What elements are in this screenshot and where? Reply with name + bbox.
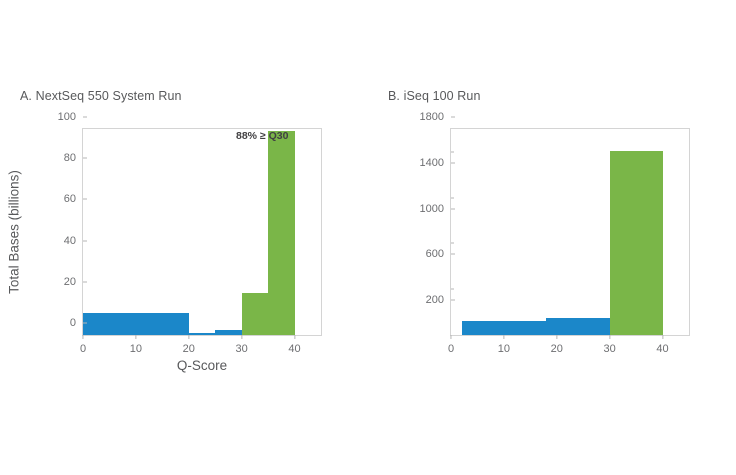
x-axis-tick: 40: [656, 335, 669, 355]
bar: [241, 292, 269, 335]
y-axis-tick: 0: [70, 317, 87, 329]
tick-mark: [450, 335, 452, 339]
panel-nextseq-550: A. NextSeq 550 System Run Total Bases (b…: [6, 89, 322, 373]
y-axis-tick: 1400: [420, 157, 455, 169]
tick-mark: [83, 157, 87, 159]
panel-a-bars: [83, 129, 321, 335]
tick-mark: [451, 288, 454, 290]
y-axis-tick: 600: [426, 248, 455, 260]
y-axis-tick: 200: [426, 294, 455, 306]
bar: [609, 150, 663, 335]
x-axis-tick: 0: [448, 335, 454, 355]
x-axis-tick: 30: [604, 335, 616, 355]
x-axis-tick: 20: [183, 335, 195, 355]
tick-mark: [83, 240, 87, 242]
tick-mark: [83, 322, 87, 324]
tick-mark: [503, 335, 505, 339]
y-axis-tick: 100: [58, 111, 87, 123]
panel-iseq-100: B. iSeq 100 Run Total Bases (millions) 2…: [368, 0, 736, 475]
tick-mark: [135, 335, 137, 339]
y-axis-tick: 80: [64, 152, 87, 164]
bar: [83, 313, 189, 335]
x-axis-tick: 30: [236, 335, 248, 355]
y-axis-tick: 1000: [420, 203, 455, 215]
bar: [461, 321, 547, 335]
x-axis-tick: 0: [80, 335, 86, 355]
bar: [188, 332, 216, 335]
tick-mark: [451, 151, 454, 153]
x-axis-tick: 10: [130, 335, 142, 355]
tick-mark: [294, 335, 296, 339]
tick-mark: [83, 116, 87, 118]
tick-mark: [451, 208, 455, 210]
tick-mark: [82, 335, 84, 339]
tick-mark: [83, 198, 87, 200]
tick-mark: [451, 197, 454, 199]
tick-mark: [609, 335, 611, 339]
panel-a-q30-annotation: 88% ≥ Q30: [236, 130, 289, 142]
tick-mark: [662, 335, 664, 339]
panel-a-y-axis-label: Total Bases (billions): [6, 170, 22, 294]
x-axis-tick: 20: [551, 335, 563, 355]
tick-mark: [451, 116, 455, 118]
y-axis-tick: 40: [64, 235, 87, 247]
bar: [215, 330, 242, 335]
y-axis-tick: 60: [64, 193, 87, 205]
x-axis-tick: 10: [498, 335, 510, 355]
panel-b-bars: [451, 129, 689, 335]
panel-b-title: B. iSeq 100 Run: [388, 89, 481, 103]
bar: [546, 318, 610, 335]
tick-mark: [451, 299, 455, 301]
panel-a-plot-area: 0 20 40 60 80 100 0 10 20 30 40: [58, 111, 322, 355]
y-axis-tick: 1800: [420, 111, 455, 123]
bar: [268, 131, 295, 335]
x-axis-tick: 40: [288, 335, 301, 355]
tick-mark: [188, 335, 190, 339]
tick-mark: [241, 335, 243, 339]
tick-mark: [451, 242, 454, 244]
tick-mark: [451, 162, 455, 164]
y-axis-tick: 20: [64, 276, 87, 288]
panel-b-plot-area: 200 600 1000 1400 1800 0 10 20 30 40: [420, 111, 690, 355]
tick-mark: [83, 281, 87, 283]
tick-mark: [556, 335, 558, 339]
tick-mark: [451, 253, 455, 255]
panel-a-x-axis-label: Q-Score: [176, 358, 228, 373]
panel-a-title: A. NextSeq 550 System Run: [20, 89, 182, 103]
